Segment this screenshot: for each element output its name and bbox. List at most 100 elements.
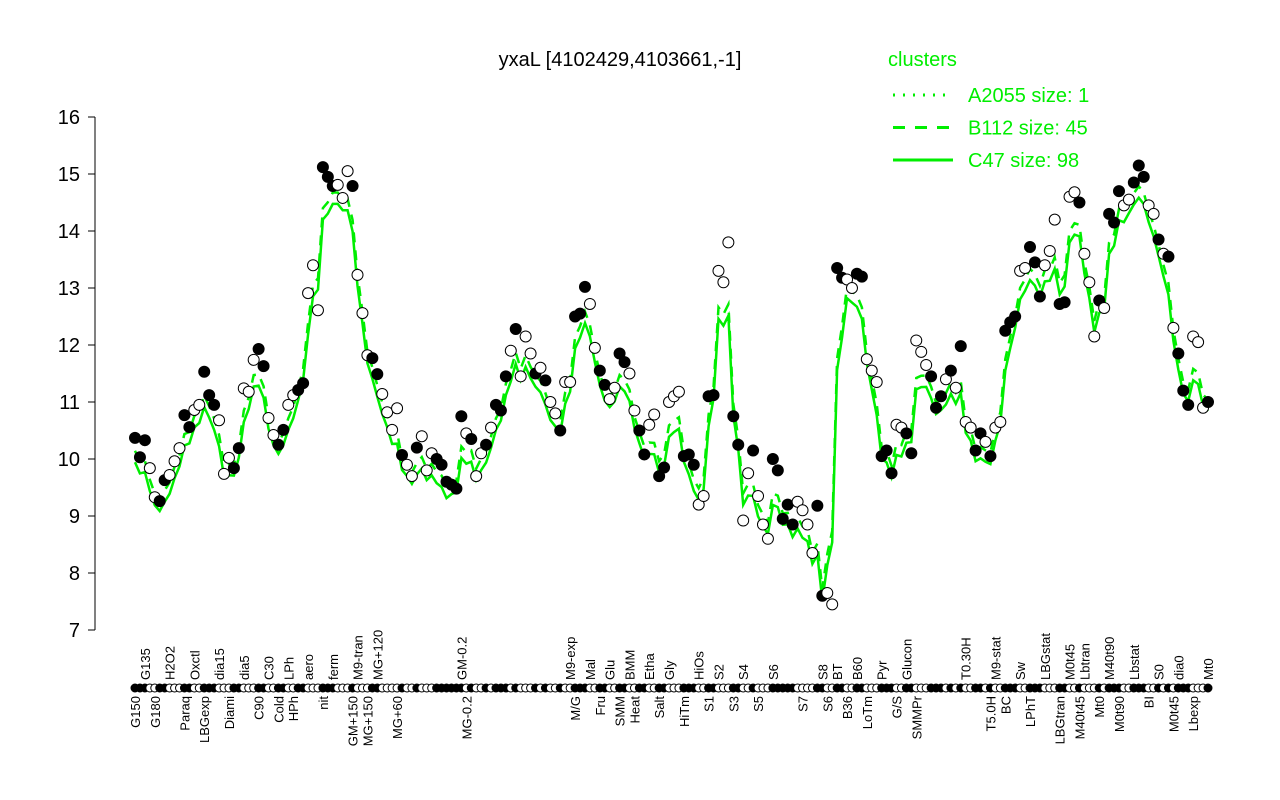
data-point <box>173 442 186 455</box>
x-tick-label: S7 <box>796 696 811 712</box>
data-point <box>1112 185 1125 198</box>
x-tick-label: Paraq <box>177 696 192 731</box>
x-tick-label: Sw <box>1013 661 1028 680</box>
x-tick-label: Mt0 <box>1092 696 1107 718</box>
data-point <box>880 444 893 457</box>
x-tick-label: T5.0H <box>983 696 998 731</box>
x-tick-label: Oxctl <box>187 650 202 680</box>
data-point <box>930 401 943 414</box>
data-point <box>198 365 211 378</box>
data-point <box>1177 384 1190 397</box>
data-point <box>544 396 557 408</box>
data-point <box>796 504 809 517</box>
data-point <box>885 467 898 480</box>
y-tick-label: 8 <box>69 563 80 585</box>
data-point <box>811 499 824 512</box>
x-tick-label: S2 <box>711 664 726 680</box>
x-tick-label: nit <box>316 696 331 710</box>
data-point <box>618 356 631 369</box>
data-point <box>494 404 507 417</box>
data-point <box>574 307 587 320</box>
data-point <box>1019 262 1032 275</box>
data-point <box>1098 301 1111 314</box>
data-point <box>252 342 265 355</box>
x-tick-label: M9-exp <box>563 637 578 680</box>
x-tick-label: HiOs <box>692 651 707 680</box>
data-point <box>831 262 844 275</box>
data-point <box>732 438 745 451</box>
data-point <box>504 344 517 357</box>
x-tick-label: dia15 <box>212 648 227 680</box>
data-point <box>633 424 646 437</box>
legend-label: C47 size: 98 <box>968 150 1079 172</box>
data-point <box>1078 247 1091 260</box>
data-point <box>776 512 789 525</box>
data-point <box>623 367 636 380</box>
x-tick-label: HPh <box>286 696 301 721</box>
data-point <box>752 490 765 503</box>
data-point <box>163 468 176 481</box>
data-point <box>232 442 245 455</box>
data-point <box>1038 259 1051 272</box>
y-tick-label: 15 <box>58 164 80 186</box>
data-point <box>766 453 779 465</box>
data-point <box>801 518 814 531</box>
data-point <box>920 358 933 371</box>
y-tick-label: 13 <box>58 278 80 300</box>
x-tick-label: B36 <box>840 696 855 719</box>
data-point <box>321 170 334 183</box>
x-tick-label: BC <box>998 696 1013 714</box>
data-point <box>1083 276 1096 289</box>
x-tick-label: Lbtran <box>1077 643 1092 680</box>
data-point <box>910 334 923 347</box>
data-point <box>756 518 769 531</box>
x-tick-label: BT <box>830 663 845 680</box>
data-point <box>297 377 310 390</box>
data-point <box>672 385 685 398</box>
x-tick-label: M/G <box>568 696 583 721</box>
x-tick-label: S8 <box>815 664 830 680</box>
data-point <box>400 458 413 471</box>
x-tick-label: dia5 <box>237 655 252 680</box>
data-point <box>806 547 819 560</box>
data-point <box>262 411 275 424</box>
data-point <box>934 390 947 403</box>
data-point <box>554 424 567 437</box>
data-point <box>870 376 883 389</box>
data-point <box>341 165 354 178</box>
data-point <box>178 409 191 422</box>
data-point <box>316 161 329 174</box>
x-tick-label: M0t45 <box>1063 644 1078 680</box>
data-point <box>727 410 740 423</box>
y-tick-label: 14 <box>58 221 80 243</box>
x-tick-label: G180 <box>148 696 163 728</box>
data-point <box>499 370 512 383</box>
data-point <box>964 421 977 434</box>
x-tick-label: Gly <box>662 660 677 680</box>
data-point <box>737 514 750 527</box>
x-tick-label: C90 <box>252 696 267 720</box>
data-point <box>638 448 651 461</box>
data-point <box>534 361 547 374</box>
data-point <box>915 345 928 358</box>
data-point <box>346 179 359 192</box>
data-point <box>386 423 399 436</box>
x-tick-label: G/S <box>889 696 904 719</box>
x-tick-label: S6 <box>766 664 781 680</box>
data-point <box>396 449 409 462</box>
x-tick-label: M40t45 <box>1072 696 1087 739</box>
x-tick-label: MG+150 <box>360 696 375 746</box>
data-point <box>1147 207 1160 220</box>
legend-label: A2055 size: 1 <box>968 85 1089 107</box>
data-point <box>1182 398 1195 411</box>
x-tick-label: S1 <box>702 696 717 712</box>
data-point <box>356 307 369 320</box>
data-point <box>583 297 596 310</box>
data-point <box>302 287 315 300</box>
data-point <box>954 340 967 353</box>
x-tick-label: S5 <box>751 696 766 712</box>
x-tick-label: SMMPr <box>909 695 924 739</box>
x-tick-label: M9-stat <box>988 636 1003 680</box>
data-point <box>218 467 231 480</box>
data-point <box>129 431 141 444</box>
